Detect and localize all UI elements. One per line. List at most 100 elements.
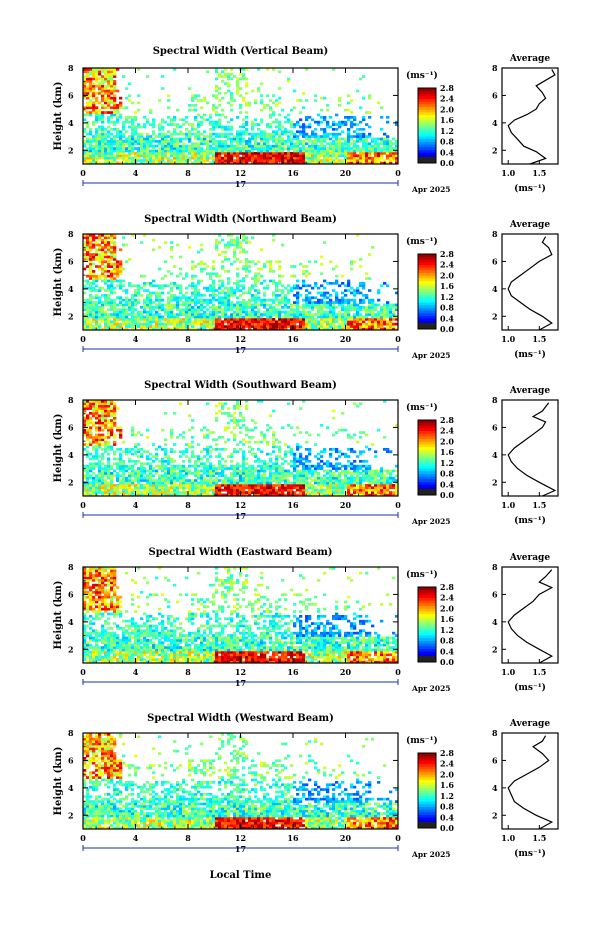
heatmap-cell: [131, 101, 135, 105]
heatmap-cell: [131, 140, 135, 143]
heatmap-cell: [242, 159, 246, 162]
heatmap-cell: [209, 135, 213, 138]
heatmap-cell: [98, 491, 102, 494]
heatmap-cell: [200, 99, 204, 102]
heatmap-cell: [104, 267, 108, 271]
heatmap-cell: [164, 484, 168, 487]
heatmap-cell: [101, 75, 105, 78]
heatmap-cell: [326, 291, 330, 295]
heatmap-cell: [191, 144, 195, 148]
heatmap-cell: [95, 400, 99, 403]
heatmap-cell: [125, 147, 129, 150]
heatmap-cell: [158, 147, 162, 150]
heatmap-cell: [392, 154, 396, 158]
heatmap-cell: [347, 140, 351, 143]
heatmap-cell: [143, 318, 147, 321]
heatmap-cell: [278, 125, 282, 129]
heatmap-cell: [236, 238, 240, 242]
heatmap-cell: [221, 315, 225, 319]
heatmap-cell: [251, 128, 255, 131]
heatmap-cell: [194, 484, 198, 487]
heatmap-cell: [179, 289, 183, 292]
colorbar-segment: [418, 323, 436, 329]
heatmap-cell: [230, 147, 234, 150]
heatmap-cell: [200, 469, 204, 473]
heatmap-cell: [191, 99, 195, 102]
heatmap-cell: [197, 142, 201, 146]
heatmap-cell: [206, 481, 210, 485]
heatmap-cell: [371, 306, 375, 309]
heatmap-cell: [179, 156, 183, 160]
heatmap-cell: [116, 284, 120, 288]
heatmap-cell: [245, 267, 249, 271]
heatmap-cell: [83, 318, 87, 321]
heatmap-cell: [362, 322, 366, 326]
heatmap-cell: [92, 424, 96, 427]
heatmap-cell: [263, 303, 267, 307]
heatmap-cell: [176, 313, 180, 316]
heatmap-cell: [161, 306, 165, 309]
heatmap-cell: [155, 455, 159, 458]
heatmap-cell: [143, 306, 147, 309]
heatmap-cell: [218, 464, 222, 468]
colorbar-segment: [418, 120, 436, 124]
heatmap-cell: [173, 467, 177, 470]
heatmap-cell: [233, 472, 237, 475]
heatmap-cell: [107, 154, 111, 158]
heatmap-cell: [275, 147, 279, 150]
heatmap-cell: [86, 298, 90, 302]
heatmap-cell: [266, 161, 270, 165]
heatmap-cell: [257, 89, 261, 93]
heatmap-cell: [236, 84, 240, 88]
heatmap-cell: [182, 484, 186, 487]
heatmap-cell: [284, 154, 288, 158]
heatmap-cell: [104, 320, 108, 324]
heatmap-cell: [101, 469, 105, 473]
heatmap-cell: [215, 419, 219, 422]
heatmap-cell: [212, 488, 216, 492]
heatmap-cell: [260, 322, 264, 326]
heatmap-cell: [95, 284, 99, 288]
heatmap-cell: [107, 476, 111, 480]
heatmap-cell: [173, 476, 177, 480]
heatmap-cell: [302, 310, 306, 314]
heatmap-cell: [149, 327, 153, 331]
heatmap-cell: [164, 455, 168, 458]
heatmap-cell: [209, 156, 213, 160]
heatmap-cell: [137, 488, 141, 492]
heatmap-cell: [227, 241, 231, 244]
heatmap-cell: [362, 144, 366, 148]
heatmap-cell: [266, 308, 270, 312]
heatmap-cell: [269, 137, 273, 141]
heatmap-cell: [230, 99, 234, 102]
heatmap-cell: [86, 140, 90, 143]
heatmap-cell: [116, 467, 120, 470]
heatmap-cell: [86, 243, 90, 247]
heatmap-cell: [365, 308, 369, 312]
heatmap-cell: [209, 152, 213, 155]
heatmap-cell: [155, 315, 159, 319]
heatmap-cell: [218, 161, 222, 165]
heatmap-cell: [113, 327, 117, 331]
heatmap-cell: [95, 457, 99, 461]
heatmap-cell: [350, 161, 354, 165]
heatmap-cell: [314, 144, 318, 148]
heatmap-cell: [227, 120, 231, 124]
heatmap-cell: [179, 298, 183, 302]
heatmap-cell: [338, 301, 342, 304]
heatmap-cell: [350, 125, 354, 129]
heatmap-cell: [227, 488, 231, 492]
heatmap-cell: [386, 140, 390, 143]
heatmap-cell: [122, 467, 126, 470]
heatmap-cell: [152, 493, 156, 497]
heatmap-cell: [104, 92, 108, 95]
heatmap-cell: [140, 135, 144, 138]
heatmap-cell: [197, 137, 201, 141]
heatmap-cell: [107, 140, 111, 143]
heatmap-cell: [341, 303, 345, 307]
heatmap-cell: [140, 486, 144, 490]
heatmap-cell: [380, 140, 384, 143]
heatmap-cell: [140, 241, 144, 244]
heatmap-cell: [353, 147, 357, 150]
heatmap-cell: [101, 493, 105, 497]
